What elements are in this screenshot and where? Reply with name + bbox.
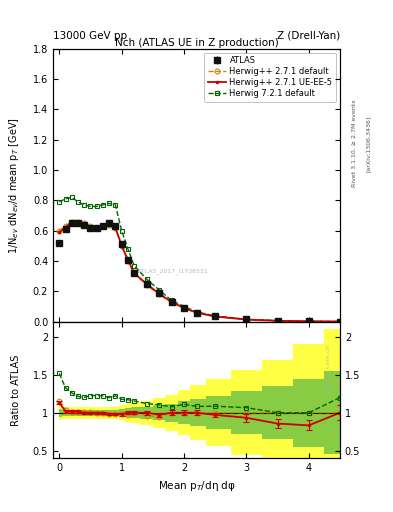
X-axis label: Mean p$_{T}$/dη dφ: Mean p$_{T}$/dη dφ [158,479,235,493]
Herwig++ 2.7.1 default [144,282,149,288]
Herwig++ 2.7.1 UE-EE-5 [94,225,99,231]
Herwig 7.2.1 default [70,194,74,200]
Herwig 7.2.1 default [57,199,62,205]
Herwig++ 2.7.1 default [70,219,74,225]
Text: 13000 GeV pp: 13000 GeV pp [53,31,127,41]
Line: Herwig++ 2.7.1 UE-EE-5: Herwig++ 2.7.1 UE-EE-5 [57,220,342,324]
Herwig 7.2.1 default [182,304,186,310]
Herwig++ 2.7.1 UE-EE-5 [101,223,105,229]
Y-axis label: 1/N$_{ev}$ dN$_{ev}$/d mean p$_{T}$ [GeV]: 1/N$_{ev}$ dN$_{ev}$/d mean p$_{T}$ [GeV… [7,117,22,253]
Herwig++ 2.7.1 UE-EE-5 [157,291,162,297]
Herwig 7.2.1 default [169,297,174,304]
Herwig++ 2.7.1 UE-EE-5 [75,219,80,225]
Herwig 7.2.1 default [113,202,118,208]
Herwig 7.2.1 default [88,203,93,209]
Line: Herwig++ 2.7.1 default: Herwig++ 2.7.1 default [57,219,342,324]
Herwig 7.2.1 default [275,317,280,324]
Herwig++ 2.7.1 default [94,225,99,231]
Herwig++ 2.7.1 default [157,291,162,297]
Herwig++ 2.7.1 UE-EE-5 [213,313,218,319]
Herwig++ 2.7.1 UE-EE-5 [182,305,186,311]
Herwig++ 2.7.1 UE-EE-5 [88,225,93,231]
Herwig++ 2.7.1 default [113,225,118,231]
Herwig++ 2.7.1 default [107,222,112,228]
Herwig 7.2.1 default [107,200,112,206]
Herwig++ 2.7.1 default [194,310,199,316]
Herwig++ 2.7.1 default [132,270,136,276]
Herwig++ 2.7.1 default [75,219,80,225]
Herwig 7.2.1 default [119,228,124,234]
Text: [arXiv:1306.3436]: [arXiv:1306.3436] [365,115,371,172]
Herwig++ 2.7.1 UE-EE-5 [194,310,199,316]
Herwig++ 2.7.1 default [213,313,218,319]
Herwig++ 2.7.1 default [125,258,130,264]
Herwig++ 2.7.1 default [101,223,105,229]
Herwig++ 2.7.1 UE-EE-5 [132,270,136,276]
Herwig++ 2.7.1 UE-EE-5 [119,243,124,249]
Legend: ATLAS, Herwig++ 2.7.1 default, Herwig++ 2.7.1 UE-EE-5, Herwig 7.2.1 default: ATLAS, Herwig++ 2.7.1 default, Herwig++ … [204,53,336,102]
Herwig 7.2.1 default [338,318,342,325]
Text: Z (Drell-Yan): Z (Drell-Yan) [277,31,340,41]
Herwig++ 2.7.1 default [244,316,249,323]
Herwig++ 2.7.1 UE-EE-5 [169,299,174,305]
Text: ATLAS_2017_I1736531: ATLAS_2017_I1736531 [138,269,209,274]
Herwig++ 2.7.1 UE-EE-5 [338,318,342,325]
Herwig 7.2.1 default [244,316,249,323]
Herwig++ 2.7.1 UE-EE-5 [82,222,86,228]
Herwig++ 2.7.1 UE-EE-5 [125,257,130,263]
Herwig++ 2.7.1 default [169,299,174,305]
Herwig 7.2.1 default [75,199,80,205]
Herwig++ 2.7.1 UE-EE-5 [70,219,74,225]
Herwig 7.2.1 default [157,287,162,293]
Herwig 7.2.1 default [132,263,136,269]
Herwig++ 2.7.1 default [275,317,280,324]
Line: Herwig 7.2.1 default: Herwig 7.2.1 default [57,195,342,324]
Herwig++ 2.7.1 default [63,223,68,229]
Herwig++ 2.7.1 UE-EE-5 [63,225,68,231]
Y-axis label: Ratio to ATLAS: Ratio to ATLAS [11,354,22,425]
Herwig 7.2.1 default [63,196,68,202]
Herwig++ 2.7.1 default [119,243,124,249]
Herwig 7.2.1 default [213,313,218,319]
Herwig 7.2.1 default [144,276,149,282]
Herwig++ 2.7.1 default [82,220,86,226]
Herwig++ 2.7.1 UE-EE-5 [57,229,62,236]
Herwig++ 2.7.1 default [88,223,93,229]
Text: Rivet 3.1.10, ≥ 2.7M events: Rivet 3.1.10, ≥ 2.7M events [352,99,357,187]
Herwig++ 2.7.1 default [182,305,186,311]
Herwig++ 2.7.1 default [307,318,311,324]
Herwig++ 2.7.1 UE-EE-5 [107,222,112,228]
Herwig 7.2.1 default [194,309,199,315]
Herwig 7.2.1 default [125,246,130,252]
Text: mcplots.cern.ch: mcplots.cern.ch [325,344,330,394]
Herwig++ 2.7.1 default [338,318,342,325]
Herwig 7.2.1 default [94,203,99,209]
Herwig 7.2.1 default [82,202,86,208]
Herwig++ 2.7.1 UE-EE-5 [144,281,149,287]
Herwig 7.2.1 default [101,202,105,208]
Title: Nch (ATLAS UE in Z production): Nch (ATLAS UE in Z production) [115,38,278,48]
Herwig++ 2.7.1 UE-EE-5 [307,318,311,325]
Herwig++ 2.7.1 default [57,228,62,234]
Herwig++ 2.7.1 UE-EE-5 [113,225,118,231]
Herwig++ 2.7.1 UE-EE-5 [275,318,280,324]
Herwig 7.2.1 default [307,318,311,324]
Herwig++ 2.7.1 UE-EE-5 [244,316,249,323]
